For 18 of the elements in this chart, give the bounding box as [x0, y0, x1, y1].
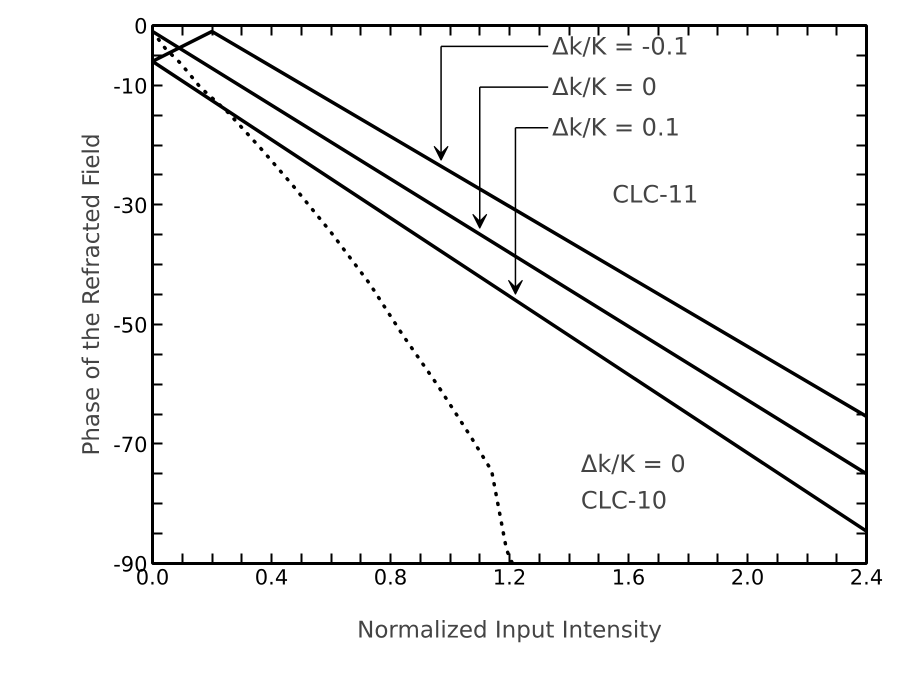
- x-tick-label: 1.6: [612, 566, 646, 590]
- x-axis-title: Normalized Input Intensity: [357, 618, 662, 644]
- annotation: CLC-11: [612, 180, 698, 208]
- annotation: Δk/K = 0 CLC-10: [580, 450, 686, 514]
- y-tick-label: -30: [113, 194, 148, 218]
- y-tick-label: -10: [113, 74, 148, 98]
- y-tick-label: 0: [134, 14, 148, 38]
- x-tick-label: 0.8: [374, 566, 408, 590]
- x-tick-label: 0.4: [254, 566, 288, 590]
- y-axis-title: Phase of the Refracted Field: [79, 133, 106, 456]
- annotation: Δk/K = 0: [552, 73, 657, 102]
- y-tick-label: -50: [113, 313, 148, 338]
- x-tick-label: 2.4: [850, 566, 884, 590]
- annotation: Δk/K = 0.1: [552, 114, 680, 142]
- x-tick-label: 1.2: [492, 566, 526, 590]
- x-tick-label: 2.0: [730, 566, 764, 590]
- y-tick-label: -70: [113, 432, 148, 457]
- annotation: Δk/K = -0.1: [552, 32, 689, 60]
